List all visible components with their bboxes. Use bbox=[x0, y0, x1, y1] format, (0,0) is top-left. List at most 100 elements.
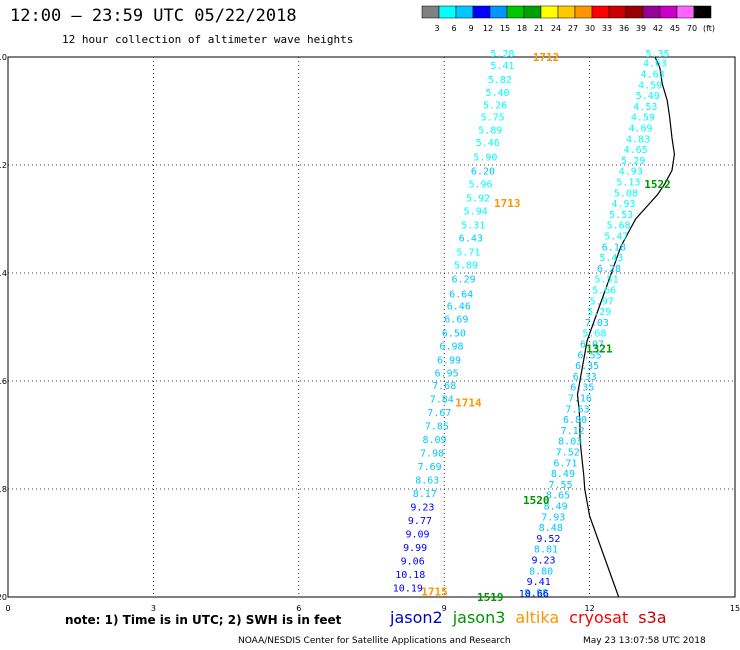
wave-height-value: 8.80 bbox=[529, 566, 553, 577]
wave-height-value: 4.83 bbox=[626, 134, 650, 145]
credit-text: NOAA/NESDIS Center for Satellite Applica… bbox=[238, 636, 511, 646]
wave-height-value: 5.51 bbox=[595, 275, 619, 286]
wave-height-value: 5.08 bbox=[614, 188, 638, 199]
wave-height-value: 5.47 bbox=[604, 232, 628, 243]
wave-height-value: 9.41 bbox=[527, 577, 551, 588]
wave-height-value: 5.71 bbox=[456, 248, 480, 259]
orbit-number: 1522 bbox=[644, 178, 671, 191]
legend-tick-label: 3 bbox=[434, 24, 439, 33]
wave-height-value: 5.82 bbox=[488, 75, 512, 86]
legend-swatch bbox=[472, 5, 491, 19]
legend-swatch bbox=[506, 5, 525, 19]
page-subtitle: 12 hour collection of altimeter wave hei… bbox=[62, 33, 354, 46]
wave-height-value: 5.97 bbox=[590, 296, 614, 307]
wave-height-value: 6.46 bbox=[447, 302, 471, 313]
wave-height-value: 6.55 bbox=[578, 350, 602, 361]
wave-height-value: 6.80 bbox=[563, 415, 587, 426]
legend-tick-label: 39 bbox=[636, 24, 646, 33]
page-title: 12:00 – 23:59 UTC 05/22/2018 bbox=[10, 6, 297, 26]
wave-height-value: 4.59 bbox=[638, 80, 662, 91]
wave-height-value: 5.75 bbox=[481, 113, 505, 124]
wave-height-value: 8.81 bbox=[534, 545, 558, 556]
wave-height-value: 5.40 bbox=[485, 88, 509, 99]
wave-height-value: 5.46 bbox=[476, 138, 500, 149]
legend-tick-label: 9 bbox=[468, 24, 473, 33]
wave-height-value: 8.48 bbox=[539, 523, 563, 534]
wave-height-value: 5.31 bbox=[461, 221, 485, 232]
legend-tick-label: 18 bbox=[517, 24, 527, 33]
satellite-name-jason2: jason2 bbox=[390, 608, 443, 627]
legend-swatch bbox=[540, 5, 559, 19]
wave-height-value: 5.94 bbox=[464, 207, 488, 218]
timestamp-text: May 23 13:07:58 UTC 2018 bbox=[583, 636, 706, 646]
wave-height-value: 8.98 bbox=[524, 588, 548, 599]
wave-height-value: 4.53 bbox=[633, 102, 657, 113]
wave-height-value: 9.06 bbox=[401, 557, 425, 568]
wave-height-value: 6.28 bbox=[597, 264, 621, 275]
wave-height-value: 5.68 bbox=[607, 221, 631, 232]
satellite-name-s3a: s3a bbox=[638, 608, 667, 627]
wave-height-value: 5.29 bbox=[587, 307, 611, 318]
wave-height-value: 5.90 bbox=[473, 153, 497, 164]
legend-tick-label: 30 bbox=[585, 24, 595, 33]
legend-swatch bbox=[421, 5, 440, 19]
legend-swatch bbox=[659, 5, 678, 19]
wave-height-value: 7.63 bbox=[565, 404, 589, 415]
wave-height-value: 5.66 bbox=[592, 286, 616, 297]
wave-height-value: 5.92 bbox=[466, 194, 490, 205]
y-tick-label: -14 bbox=[0, 269, 7, 278]
satellite-name-altika: altika bbox=[515, 608, 560, 627]
wave-height-value: 5.29 bbox=[621, 156, 645, 167]
legend-tick-label: 21 bbox=[534, 24, 544, 33]
wave-height-value: 4.93 bbox=[611, 199, 635, 210]
legend-swatch bbox=[523, 5, 542, 19]
legend-swatch bbox=[574, 5, 593, 19]
wave-height-value: 5.13 bbox=[616, 178, 640, 189]
legend-swatch bbox=[591, 5, 610, 19]
wave-height-value: 7.16 bbox=[568, 394, 592, 405]
wave-height-value: 10.66 bbox=[519, 589, 549, 600]
wave-height-value: 6.33 bbox=[573, 372, 597, 383]
wave-height-value: 6.43 bbox=[459, 234, 483, 245]
orbit-number: 1519 bbox=[477, 591, 504, 604]
wave-height-value: 8.03 bbox=[558, 437, 582, 448]
wave-height-value: 10.19 bbox=[393, 584, 423, 595]
orbit-number: 1712 bbox=[533, 51, 560, 64]
y-tick-label: -10 bbox=[0, 53, 7, 62]
wave-height-value: 5.26 bbox=[483, 100, 507, 111]
legend-swatch bbox=[693, 5, 712, 19]
legend-tick-label: 24 bbox=[551, 24, 561, 33]
y-tick-label: -12 bbox=[0, 161, 7, 170]
wave-height-value: 5.53 bbox=[609, 210, 633, 221]
legend-tick-label: 70 bbox=[687, 24, 697, 33]
wave-height-value: 6.35 bbox=[570, 383, 594, 394]
legend-tick-label: 33 bbox=[602, 24, 612, 33]
wave-height-value: 5.41 bbox=[490, 61, 514, 72]
satellite-name-jason3: jason3 bbox=[452, 608, 506, 627]
wave-height-value: 6.35 bbox=[575, 361, 599, 372]
wave-height-value: 7.55 bbox=[548, 480, 572, 491]
wave-height-value: 9.23 bbox=[532, 556, 556, 567]
wave-height-value: 4.59 bbox=[631, 113, 655, 124]
wave-height-value: 7.12 bbox=[561, 426, 585, 437]
wave-height-value: 4.63 bbox=[643, 59, 667, 70]
wave-height-value: 6.69 bbox=[444, 315, 468, 326]
wave-height-value: 7.68 bbox=[432, 381, 456, 392]
wave-height-value: 4.93 bbox=[619, 167, 643, 178]
wave-height-value: 6.71 bbox=[553, 458, 577, 469]
wave-height-value: 9.09 bbox=[405, 530, 429, 541]
wave-height-value: 5.43 bbox=[599, 253, 623, 264]
wave-height-value: 6.20 bbox=[471, 167, 495, 178]
legend-swatch bbox=[455, 5, 474, 19]
legend-tick-label: 45 bbox=[670, 24, 680, 33]
wave-height-value: 9.77 bbox=[408, 516, 432, 527]
map-frame bbox=[7, 56, 736, 598]
wave-height-value: 8.49 bbox=[544, 502, 568, 513]
coastline bbox=[576, 56, 676, 598]
orbit-number: 1321 bbox=[586, 343, 613, 356]
wave-height-value: 5.68 bbox=[582, 329, 606, 340]
legend-tick-label: 12 bbox=[483, 24, 493, 33]
wave-height-value: 7.67 bbox=[427, 408, 451, 419]
wave-height-value: 9.52 bbox=[536, 534, 560, 545]
wave-height-value: 6.95 bbox=[435, 369, 459, 380]
